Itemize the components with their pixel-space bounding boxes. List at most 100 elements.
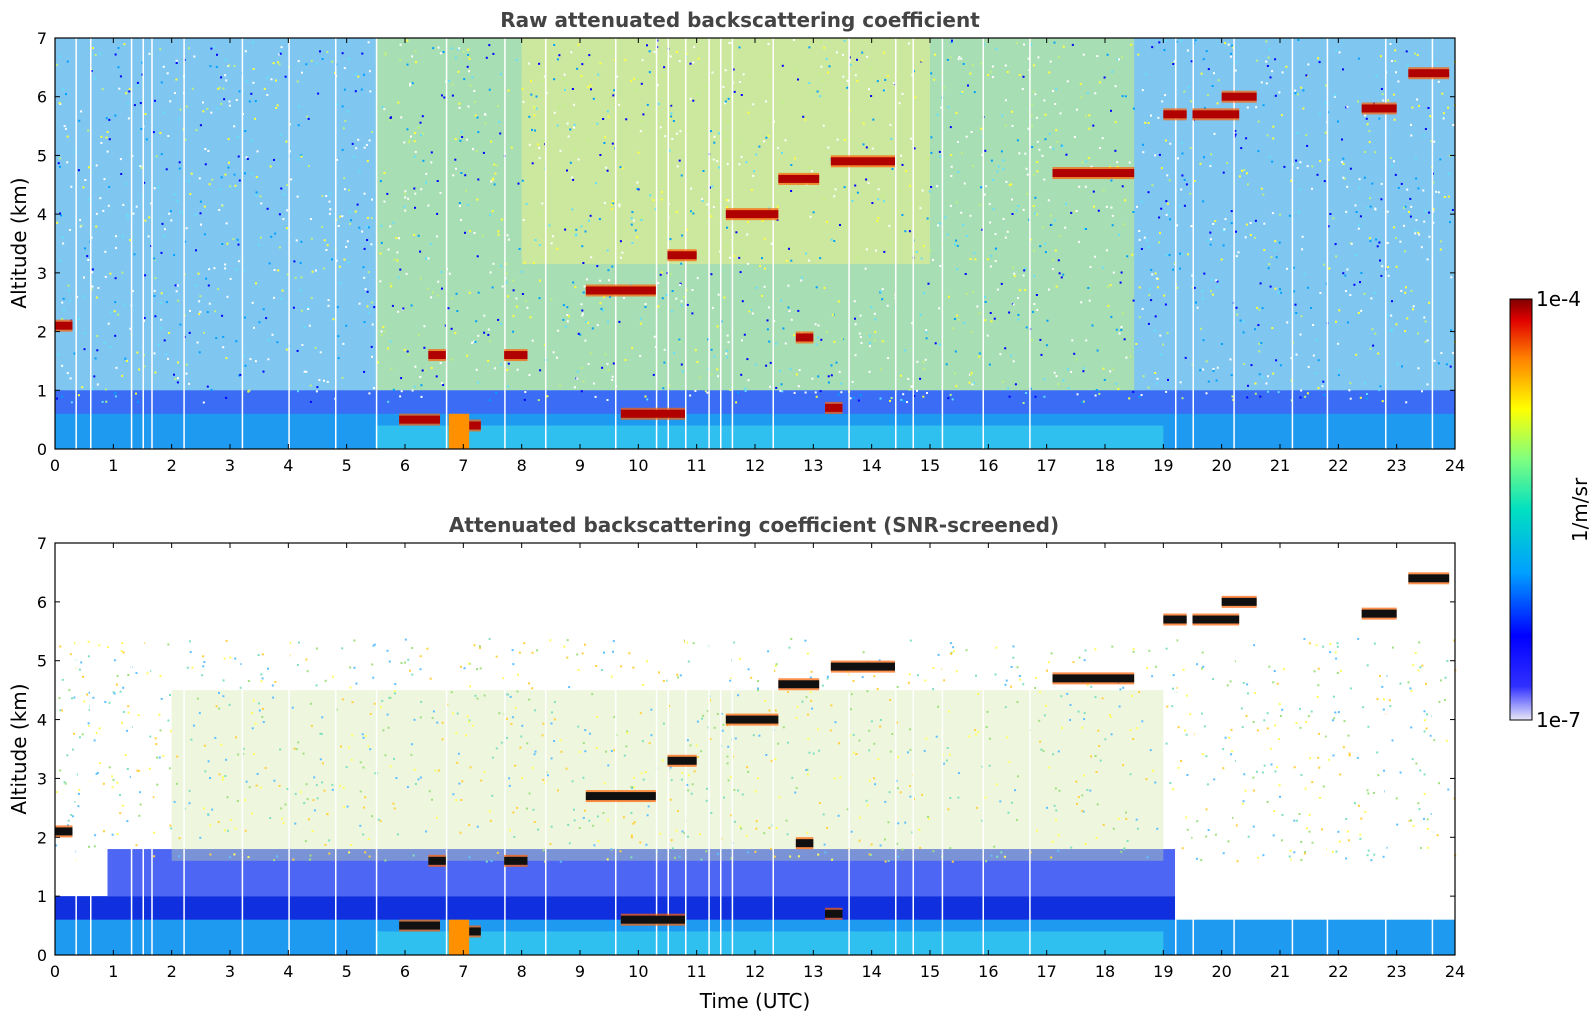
- y-tick-label: 1: [37, 381, 47, 400]
- top-cloud-feature: [1087, 167, 1135, 180]
- bottom-boundary-layer-core: [375, 931, 1164, 955]
- bottom-cloud-feature: [620, 913, 685, 926]
- bottom-cloud-feature: [1052, 672, 1088, 685]
- x-tick-label: 10: [628, 962, 648, 981]
- y-tick-label: 5: [37, 146, 47, 165]
- bottom-cloud-feature: [504, 854, 528, 867]
- top-cloud-feature: [825, 401, 843, 414]
- y-tick-label: 6: [37, 88, 47, 107]
- x-tick-label: 2: [167, 962, 177, 981]
- x-tick-label: 12: [745, 962, 765, 981]
- top-cloud-feature: [667, 249, 697, 262]
- x-tick-label: 13: [803, 456, 823, 475]
- y-tick-label: 2: [37, 323, 47, 342]
- top-boundary-layer-core: [375, 425, 1164, 449]
- top-cloud-feature: [1163, 108, 1187, 121]
- bottom-y-axis-label: Altitude (km): [7, 683, 31, 814]
- bottom-cloud-feature: [55, 825, 73, 838]
- x-tick-label: 0: [50, 962, 60, 981]
- x-tick-label: 3: [225, 456, 235, 475]
- colorbar-max-label: 1e-4: [1536, 287, 1581, 311]
- x-tick-label: 17: [1036, 456, 1056, 475]
- top-heatmap: [55, 38, 1456, 449]
- x-tick-label: 14: [861, 962, 881, 981]
- top-surface-streak: [448, 413, 470, 449]
- y-tick-label: 7: [37, 29, 47, 48]
- x-tick-label: 22: [1328, 962, 1348, 981]
- x-tick-label: 16: [978, 456, 998, 475]
- bottom-heatmap: [55, 543, 1457, 955]
- top-cloud-feature: [504, 349, 528, 362]
- x-tick-label: 21: [1270, 456, 1290, 475]
- colorbar-gradient: [1509, 298, 1533, 721]
- top-cloud-feature: [778, 172, 820, 185]
- y-tick-label: 1: [37, 887, 47, 906]
- x-tick-label: 21: [1270, 962, 1290, 981]
- bottom-cloud-feature: [428, 854, 446, 867]
- top-daylight-noise-core: [521, 38, 930, 265]
- bottom-screened-gap: [1175, 860, 1455, 926]
- x-tick-label: 4: [283, 456, 293, 475]
- top-x-ticks: 0 1 2 3 4 5 6 7 8 9 10 11 12 13 14 15 16 17 18 19 20 21 22 23 24: [50, 38, 1465, 475]
- top-cloud-feature: [620, 407, 685, 420]
- bottom-cloud-feature: [1221, 595, 1257, 608]
- top-cloud-feature: [1408, 67, 1450, 80]
- top-missing-profiles: [75, 38, 1434, 449]
- bottom-cloud-feature: [725, 713, 779, 726]
- x-tick-label: 6: [400, 456, 410, 475]
- x-tick-label: 13: [803, 962, 823, 981]
- bottom-x-ticks: 0 1 2 3 4 5 6 7 8 9 10 11 12 13 14 15 16 17 18 19 20 21 22 23 24: [50, 543, 1465, 981]
- x-tick-label: 9: [575, 962, 585, 981]
- x-tick-label: 14: [861, 456, 881, 475]
- bottom-cloud-feature: [1163, 613, 1187, 626]
- x-tick-label: 22: [1328, 456, 1348, 475]
- bottom-surface-streak: [448, 919, 470, 955]
- top-cloud-feature: [830, 155, 895, 168]
- bottom-cloud-feature: [830, 660, 895, 673]
- x-tick-label: 5: [342, 456, 352, 475]
- top-panel-title: Raw attenuated backscattering coefficien…: [500, 8, 980, 32]
- x-tick-label: 3: [225, 962, 235, 981]
- x-tick-label: 10: [628, 456, 648, 475]
- x-tick-label: 7: [458, 962, 468, 981]
- x-tick-label: 19: [1153, 456, 1173, 475]
- top-cloud-feature: [1052, 167, 1088, 180]
- x-tick-label: 11: [686, 456, 706, 475]
- x-tick-label: 11: [686, 962, 706, 981]
- bottom-panel: Attenuated backscattering coefficient (S…: [7, 513, 1465, 1013]
- top-speckle-noise: [56, 39, 1456, 404]
- colorbar-min-label: 1e-7: [1536, 708, 1581, 732]
- y-tick-label: 2: [37, 828, 47, 847]
- x-tick-label: 9: [575, 456, 585, 475]
- bottom-cloud-feature: [795, 837, 814, 850]
- bottom-cloud-feature: [1361, 607, 1397, 620]
- y-tick-label: 4: [37, 205, 47, 224]
- x-tick-label: 24: [1445, 456, 1465, 475]
- bottom-y-ticks: 0 1 2 3 4 5 6 7: [37, 534, 1455, 965]
- x-tick-label: 23: [1386, 962, 1406, 981]
- bottom-cloud-feature: [399, 919, 440, 932]
- y-tick-label: 3: [37, 769, 47, 788]
- x-tick-label: 19: [1153, 962, 1173, 981]
- x-tick-label: 24: [1445, 962, 1465, 981]
- y-tick-label: 6: [37, 593, 47, 612]
- colorbar: 1e-4 1e-7 1/m/sr: [1509, 287, 1592, 732]
- x-tick-label: 0: [50, 456, 60, 475]
- top-cloud-feature: [1192, 108, 1240, 121]
- x-tick-label: 7: [458, 456, 468, 475]
- top-panel: Raw attenuated backscattering coefficien…: [7, 8, 1465, 475]
- bottom-panel-title: Attenuated backscattering coefficient (S…: [449, 513, 1059, 537]
- x-tick-label: 12: [745, 456, 765, 475]
- top-cloud-feature: [1361, 102, 1397, 115]
- top-cloud-feature: [1221, 90, 1257, 103]
- x-tick-label: 23: [1386, 456, 1406, 475]
- x-tick-label: 5: [342, 962, 352, 981]
- bottom-cloud-feature: [667, 754, 697, 767]
- top-y-ticks: 0 1 2 3 4 5 6 7: [37, 29, 1455, 459]
- top-y-axis-label: Altitude (km): [7, 177, 31, 308]
- top-cloud-feature: [585, 284, 656, 297]
- top-cloud-feature: [725, 208, 779, 221]
- bottom-cloud-feature: [585, 790, 656, 803]
- y-tick-label: 0: [37, 440, 47, 459]
